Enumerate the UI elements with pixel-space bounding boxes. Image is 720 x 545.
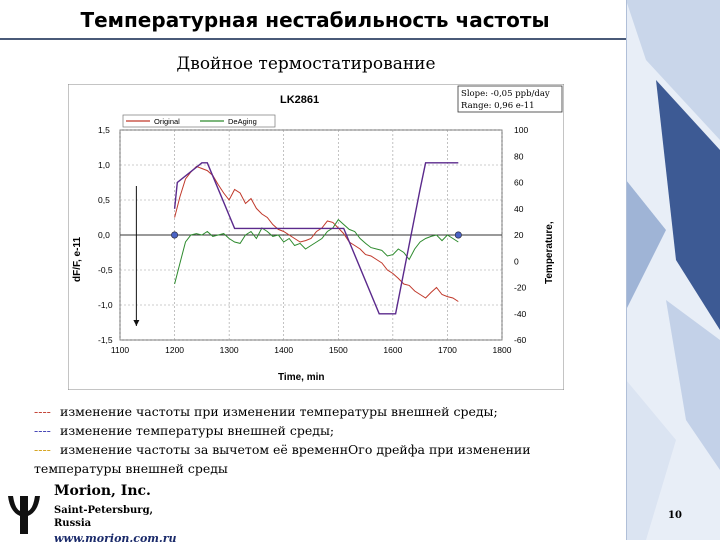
series-marker — [171, 231, 179, 239]
y-tick-label: 0,5 — [98, 195, 110, 205]
y2-axis-label: Temperature, — [544, 221, 555, 284]
info-box: Slope: -0,05 ppb/day Range: 0,96 e-11 — [457, 85, 563, 113]
legend-label-original: Original — [154, 117, 180, 126]
note-original: ---- изменение частоты при изменении тем… — [34, 402, 604, 421]
y-tick-label: -0,5 — [98, 265, 113, 275]
y2-tick-label: 60 — [514, 178, 524, 188]
series-line-temperature — [173, 162, 459, 315]
chart-title: LK2861 — [280, 94, 319, 106]
note-deaging: ---- изменение частоты за вычетом её вре… — [34, 440, 604, 459]
company-block: Morion, Inc. Saint-Petersburg, Russia ww… — [54, 483, 254, 545]
chart-notes: ---- изменение частоты при изменении тем… — [34, 402, 604, 478]
x-tick-label: 1600 — [383, 345, 402, 355]
x-tick-label: 1500 — [329, 345, 348, 355]
title-divider — [0, 38, 628, 40]
note-text-temperature: изменение температуры внешней среды; — [59, 423, 335, 438]
y2-tick-label: -20 — [514, 283, 527, 293]
x-axis-label: Time, min — [278, 372, 325, 383]
chart-legend: Original DeAging — [122, 114, 276, 128]
morion-logo-icon — [8, 496, 40, 534]
slide-title: Температурная нестабильность частоты — [80, 8, 550, 32]
x-tick-label: 1100 — [111, 345, 130, 355]
decorative-side-panel — [626, 0, 720, 540]
y-axis-label: dF/F, e-11 — [72, 237, 83, 282]
x-tick-label: 1800 — [493, 345, 512, 355]
y-tick-label: -1,0 — [98, 300, 113, 310]
company-name: Morion, Inc. — [54, 483, 151, 499]
y2-tick-label: 20 — [514, 230, 524, 240]
y2-tick-label: 100 — [514, 125, 528, 135]
chart: LK2861 Slope: -0,05 ppb/day Range: 0,96 … — [67, 83, 565, 391]
page-number: 10 — [668, 510, 682, 521]
note-text-original: изменение частоты при изменении температ… — [59, 404, 498, 419]
company-city-line2: Russia — [54, 518, 92, 529]
y2-tick-label: 80 — [514, 151, 524, 161]
info-range: Range: 0,96 e-11 — [461, 101, 535, 111]
y2-tick-label: 40 — [514, 204, 524, 214]
x-tick-label: 1700 — [438, 345, 457, 355]
series-marker — [454, 231, 462, 239]
note-temperature: ---- изменение температуры внешней среды… — [34, 421, 604, 440]
note-dash-blue: ---- — [34, 423, 51, 438]
y2-tick-label: 0 — [514, 256, 519, 266]
y2-tick-label: -40 — [514, 309, 527, 319]
note-dash-yellow: ---- — [34, 442, 51, 457]
x-tick-label: 1300 — [220, 345, 239, 355]
note-dash-red: ---- — [34, 404, 51, 419]
note-text-deaging-cont: температуры внешней среды — [34, 461, 228, 476]
y-tick-label: 1,0 — [98, 160, 110, 170]
x-tick-label: 1200 — [165, 345, 184, 355]
arrow-head — [133, 320, 140, 326]
company-city-line1: Saint-Petersburg, — [54, 505, 154, 516]
y-tick-label: 0,0 — [98, 230, 110, 240]
company-city: Saint-Petersburg, Russia — [54, 504, 254, 530]
y2-tick-label: -60 — [514, 335, 527, 345]
chart-svg: LK2861 Slope: -0,05 ppb/day Range: 0,96 … — [67, 83, 565, 391]
y-tick-label: -1,5 — [98, 335, 113, 345]
x-tick-label: 1400 — [274, 345, 293, 355]
series-line-deaging — [174, 218, 459, 285]
note-text-deaging: изменение частоты за вычетом её временнО… — [59, 442, 531, 457]
series-line-original — [174, 165, 459, 302]
info-slope: Slope: -0,05 ppb/day — [461, 89, 550, 99]
legend-label-deaging: DeAging — [228, 117, 257, 126]
slide-subtitle: Двойное термостатирование — [176, 54, 436, 74]
company-url[interactable]: www.morion.com.ru — [54, 532, 177, 545]
y-tick-label: 1,5 — [98, 125, 110, 135]
